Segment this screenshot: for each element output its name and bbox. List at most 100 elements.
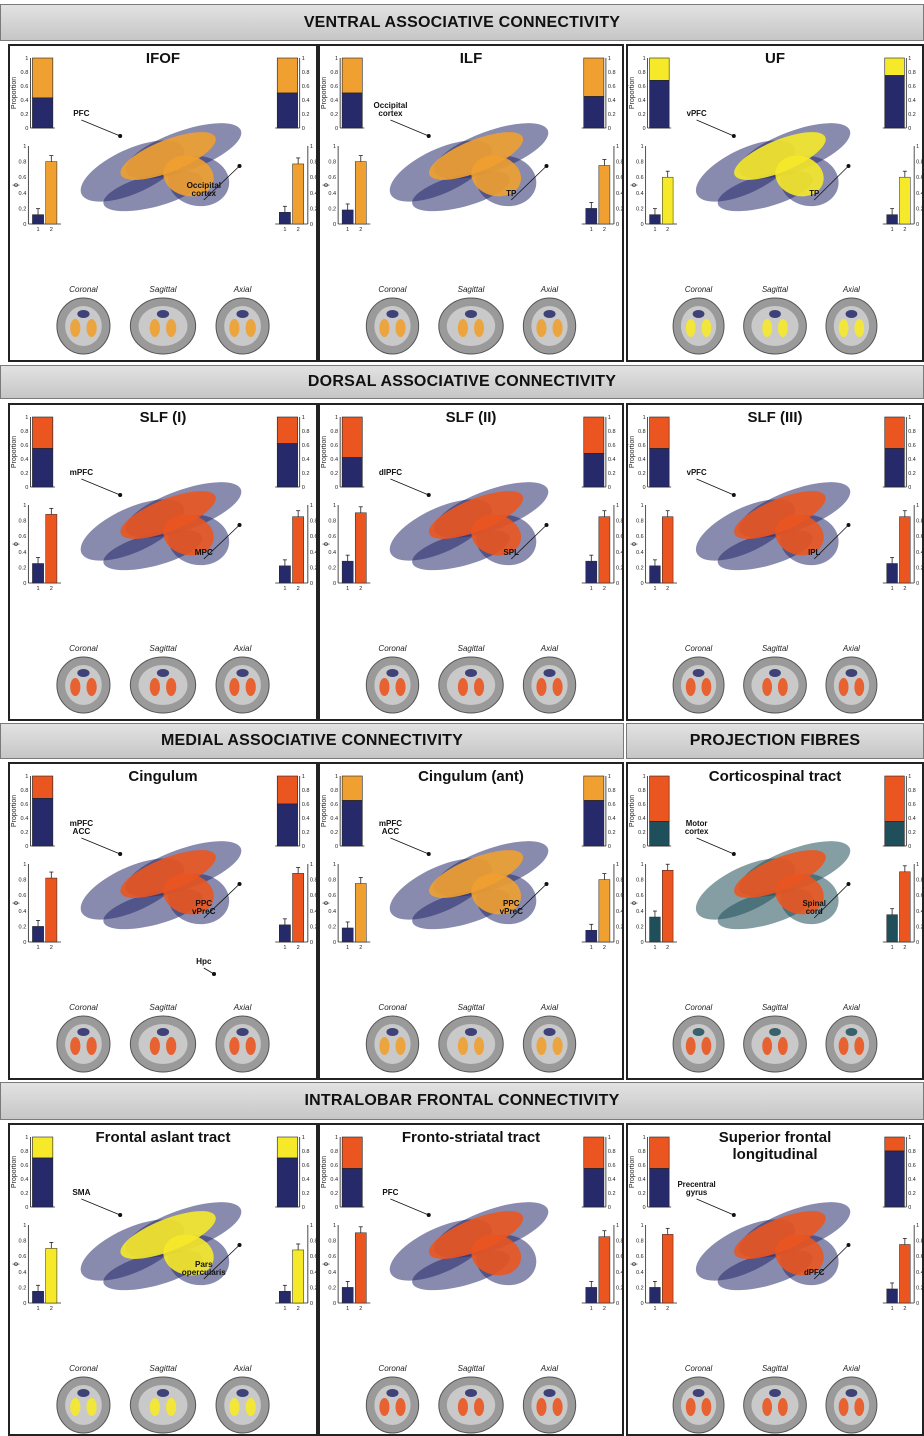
- phi-tick-label: 0.4: [19, 1270, 27, 1276]
- phi-tick-label: 0.4: [616, 191, 622, 197]
- phi-bar: [598, 165, 611, 225]
- phi-tick-label: 0.4: [310, 191, 316, 197]
- proportion-bar-accent: [583, 57, 605, 97]
- tract-overlay-base: [386, 1028, 399, 1036]
- tract-overlay-base: [236, 1389, 249, 1397]
- phi-bar: [886, 214, 898, 225]
- proportion-tick-label: 0.6: [908, 1163, 915, 1169]
- category-tick-label: 1: [590, 227, 593, 233]
- category-tick-label: 1: [283, 945, 286, 951]
- anatomical-label: Hpc: [196, 957, 212, 966]
- phi-tick-label: 0.2: [328, 565, 336, 571]
- tract-overlay-base: [386, 669, 399, 677]
- phi-tick-label: 0.6: [636, 893, 643, 899]
- phi-bar: [341, 1287, 354, 1304]
- phi-tick-label: 0.4: [310, 550, 316, 556]
- phi-tick-label: 0: [310, 581, 313, 587]
- tract-blob-accent: [775, 873, 824, 915]
- tract-blob-accent: [471, 155, 522, 197]
- proportion-tick-label: 0.6: [330, 84, 338, 90]
- phi-bar: [598, 1236, 611, 1304]
- tract-blob-accent: [734, 132, 826, 180]
- view-label: Coronal: [685, 1003, 713, 1012]
- brain-slice-axial: [215, 1015, 270, 1073]
- phi-axis-label: ϕ: [323, 183, 330, 187]
- tract-blob-accent: [775, 514, 824, 556]
- phi-tick-label: 0: [616, 1301, 619, 1307]
- phi-bar: [279, 1291, 291, 1304]
- panel-title: IFOF: [10, 50, 316, 67]
- tract-blob-accent: [163, 514, 214, 556]
- view-label: Coronal: [378, 285, 406, 294]
- proportion-tick-label: 0.2: [302, 1191, 310, 1197]
- view-label: Coronal: [69, 1364, 98, 1373]
- view-label: Sagittal: [762, 1003, 788, 1012]
- tract-overlay: [245, 1398, 256, 1416]
- proportion-tick-label: 0.8: [21, 429, 29, 435]
- proportion-tick-label: 0.2: [330, 112, 338, 118]
- category-tick-label: 2: [903, 227, 906, 233]
- phi-tick-label: 0: [916, 222, 919, 228]
- phi-tick-label: 0.2: [636, 565, 643, 571]
- label-leader: [390, 1198, 429, 1216]
- proportion-tick-label: 0.8: [638, 788, 645, 794]
- proportion-tick-label: 0.4: [330, 1177, 338, 1183]
- brain-white-matter: [446, 1024, 496, 1064]
- anatomical-label: PPC: [503, 899, 520, 908]
- proportion-tick-label: 0.6: [908, 84, 915, 90]
- tract-overlay: [474, 1037, 485, 1055]
- phi-axis-label: ϕ: [631, 1262, 638, 1266]
- proportion-bar-accent: [32, 775, 54, 799]
- phi-tick-label: 0: [641, 222, 644, 228]
- panel-title-line: Cingulum: [128, 768, 198, 785]
- category-tick-label: 1: [283, 586, 286, 592]
- tract-overlay: [854, 319, 865, 337]
- view-label: Sagittal: [149, 1364, 176, 1373]
- proportion-bar-accent: [341, 1136, 363, 1169]
- proportion-tick-label: 0.2: [21, 1191, 29, 1197]
- phi-tick-label: 0.6: [19, 175, 27, 181]
- proportion-axis-label: Proportion: [321, 795, 328, 827]
- proportion-tick-label: 0.4: [908, 816, 915, 822]
- phi-tick-label: 0.6: [310, 893, 316, 899]
- label-leader: [81, 119, 121, 137]
- brain-white-matter: [138, 1385, 188, 1425]
- proportion-tick-label: 0.2: [608, 112, 616, 118]
- proportion-bar-accent: [884, 1136, 905, 1152]
- view-label: Axial: [233, 644, 252, 653]
- tract-overlay: [245, 1037, 256, 1055]
- proportion-tick-label: 0.2: [908, 112, 915, 118]
- proportion-bar-accent: [276, 57, 298, 94]
- proportion-bar-base: [32, 448, 54, 488]
- phi-bar: [886, 914, 898, 943]
- proportion-tick-label: 0.2: [638, 112, 645, 118]
- phi-axis-label: ϕ: [13, 183, 20, 187]
- phi-axis-label: ϕ: [323, 1262, 330, 1266]
- label-leader: [81, 1198, 121, 1216]
- brain-slice-coronal: [672, 1015, 725, 1073]
- panel-graphic: 0 0.2 0.4 0.6 0.8 1 Proportion 1 2 0 0.2 0.4 0.6 0.8 1…: [321, 415, 622, 714]
- phi-tick-label: 0.2: [19, 565, 27, 571]
- phi-bar: [32, 214, 44, 225]
- proportion-bar-base: [341, 1168, 363, 1208]
- label-dot: [118, 852, 123, 856]
- proportion-tick-label: 0: [302, 126, 305, 132]
- proportion-tick-label: 0.8: [608, 429, 616, 435]
- panel-title-line: SLF (III): [747, 409, 803, 426]
- tract-overlay: [70, 319, 81, 337]
- brain-white-matter: [138, 1024, 188, 1064]
- tract-overlay: [86, 319, 97, 337]
- proportion-bar-base: [884, 448, 905, 488]
- anatomical-label: vPFC: [687, 109, 707, 118]
- phi-tick-label: 0.8: [636, 519, 643, 525]
- tract-overlay: [552, 319, 563, 337]
- category-tick-label: 1: [283, 227, 286, 233]
- phi-axis-label: ϕ: [631, 542, 638, 546]
- phi-tick-label: 0.4: [916, 550, 922, 556]
- tract-overlay-base: [543, 669, 556, 677]
- brain-slice-axial: [825, 656, 878, 714]
- panel-graphic: 0 0.2 0.4 0.6 0.8 1 Proportion 1 2 0 0.2 0.4 0.6 0.8 1…: [11, 774, 316, 1073]
- brain-white-matter: [446, 1385, 496, 1425]
- tract-blob-accent: [734, 1211, 826, 1259]
- label-dot: [237, 1243, 242, 1247]
